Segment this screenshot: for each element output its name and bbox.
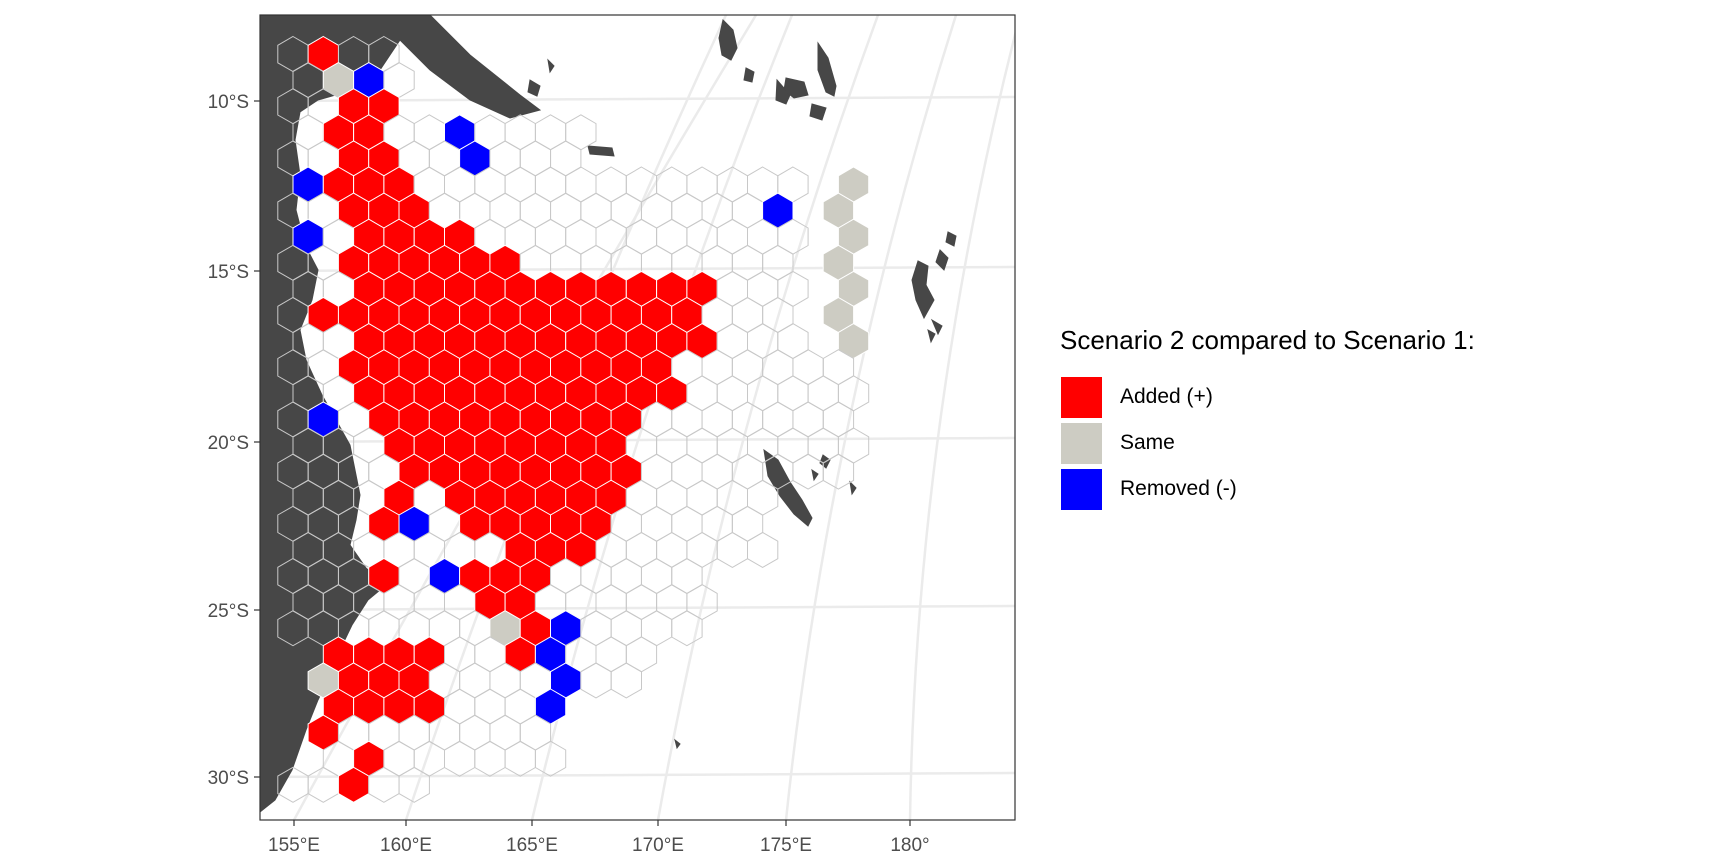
hex-grid: [277, 35, 870, 803]
land-polygon: [809, 103, 827, 121]
graticule-meridian: [656, 15, 880, 820]
legend-label-added: Added (+): [1120, 385, 1213, 408]
graticule-meridian: [784, 15, 958, 820]
legend-item-added: Added (+): [1060, 374, 1680, 420]
land-polygon: [743, 67, 755, 83]
graticule-parallel: [260, 604, 1015, 612]
hex-cell-empty: [534, 740, 567, 777]
legend-label-removed: Removed (-): [1120, 477, 1237, 500]
land-polygon: [930, 318, 943, 336]
y-tick-label: 25°S: [208, 601, 249, 622]
land-polygon: [945, 231, 957, 247]
hex-cell-empty: [671, 610, 703, 647]
y-tick-label: 10°S: [208, 92, 249, 113]
axes: 155°E 160°E 165°E 170°E 175°E 180° 10°S 15°S 20°…: [208, 92, 930, 856]
legend-swatch-same: [1060, 421, 1103, 465]
legend-item-same: Same: [1060, 420, 1680, 466]
panel-border: [259, 14, 1016, 821]
map-panel: [260, 15, 1015, 820]
y-tick-label: 20°S: [208, 433, 249, 454]
legend-label-same: Same: [1120, 431, 1175, 454]
hex-cell-empty: [610, 662, 642, 699]
hex-cell-empty: [398, 766, 430, 803]
x-tick-label: 165°E: [506, 835, 558, 856]
land-polygon: [527, 79, 541, 97]
y-tick-label: 30°S: [208, 768, 249, 789]
x-tick-label: 160°E: [380, 835, 432, 856]
x-tick-label: 175°E: [760, 835, 812, 856]
x-tick-label: 155°E: [268, 835, 320, 856]
y-tick-label: 15°S: [208, 262, 249, 283]
land-polygon: [547, 58, 555, 74]
land-masses: [260, 15, 957, 813]
land-polygon: [911, 260, 935, 320]
x-tick-label: 180°: [890, 835, 929, 856]
land-polygon: [935, 249, 949, 271]
legend: Scenario 2 compared to Scenario 1: Added…: [1060, 325, 1680, 512]
legend-item-removed: Removed (-): [1060, 466, 1680, 512]
land-polygon: [817, 41, 837, 97]
land-polygon: [849, 480, 857, 496]
hex-cell-empty: [822, 453, 855, 490]
graticule-meridian: [908, 29, 1015, 820]
x-tick-label: 170°E: [632, 835, 684, 856]
land-polygon: [674, 738, 681, 750]
land-polygon: [811, 468, 819, 482]
legend-swatch-added: [1060, 375, 1103, 419]
land-polygon: [718, 19, 738, 61]
land-polygon: [783, 77, 809, 99]
land-polygon: [587, 145, 615, 157]
legend-swatch-removed: [1060, 467, 1103, 511]
land-polygon: [927, 328, 936, 344]
legend-title: Scenario 2 compared to Scenario 1:: [1060, 325, 1475, 355]
hex-cell-empty: [747, 531, 779, 568]
land-polygon: [763, 448, 813, 527]
